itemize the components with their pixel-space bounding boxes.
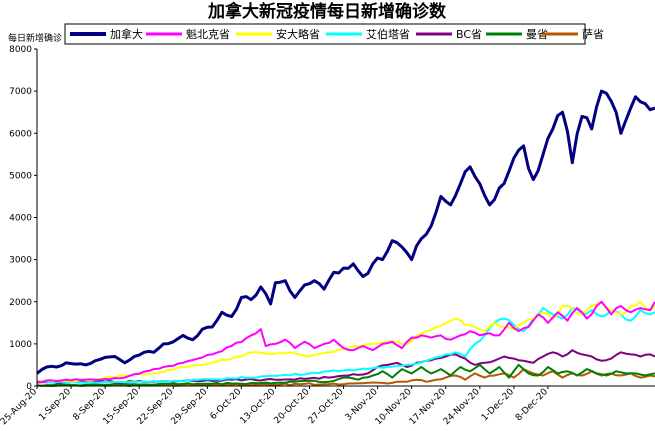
x-tick-label: 8-Dec-20 bbox=[514, 387, 550, 423]
y-tick-label: 8000 bbox=[9, 45, 32, 55]
x-tick-label: 1-Dec-20 bbox=[480, 387, 516, 423]
y-tick-label: 2000 bbox=[9, 298, 32, 308]
x-tick-label: 20-Oct-20 bbox=[273, 387, 312, 426]
legend-box bbox=[64, 23, 586, 45]
y-tick-label: 6000 bbox=[9, 129, 32, 139]
series-line-0 bbox=[36, 89, 655, 375]
x-tick-label: 8-Sep-20 bbox=[71, 387, 107, 423]
y-tick-label: 7000 bbox=[9, 87, 32, 97]
x-tick-label: 29-Sep-20 bbox=[170, 387, 210, 427]
y-axis-label: 每日新增确诊 bbox=[8, 32, 62, 44]
x-tick-label: 25-Aug-20 bbox=[0, 387, 39, 427]
legend-label: 萨省 bbox=[582, 28, 604, 41]
legend: 加拿大 魁北克省 安大略省 艾伯塔省 BC省 曼省 萨省 bbox=[64, 23, 604, 45]
y-tick-label: 0 bbox=[26, 382, 32, 392]
plot-area bbox=[36, 89, 655, 387]
series-line-3 bbox=[36, 307, 655, 385]
x-tick-label: 24-Nov-20 bbox=[442, 387, 482, 427]
series-line-5 bbox=[36, 363, 655, 387]
x-tick-label: 6-Oct-20 bbox=[208, 387, 243, 422]
y-axis: 0 1000 2000 3000 4000 5000 6000 7000 8000 bbox=[9, 45, 37, 392]
x-tick-label: 27-Oct-20 bbox=[307, 387, 346, 426]
legend-label: BC省 bbox=[456, 28, 482, 41]
y-tick-label: 3000 bbox=[9, 256, 32, 266]
x-tick-label: 1-Sep-20 bbox=[37, 387, 73, 423]
legend-label: 安大略省 bbox=[276, 27, 320, 41]
legend-label: 魁北克省 bbox=[186, 27, 230, 41]
x-tick-label: 13-Oct-20 bbox=[239, 387, 278, 426]
chart-title: 加拿大新冠疫情每日新增确诊数 bbox=[207, 1, 447, 22]
x-axis: 25-Aug-201-Sep-208-Sep-2015-Sep-2022-Sep… bbox=[0, 386, 550, 427]
y-tick-label: 4000 bbox=[9, 214, 32, 224]
legend-label: 艾伯塔省 bbox=[366, 27, 410, 41]
legend-label: 曼省 bbox=[526, 28, 548, 41]
x-tick-label: 3-Nov-20 bbox=[344, 387, 380, 423]
y-tick-label: 1000 bbox=[9, 340, 32, 350]
series-line-1 bbox=[36, 300, 655, 384]
legend-label: 加拿大 bbox=[110, 27, 143, 41]
y-tick-label: 5000 bbox=[9, 171, 32, 181]
